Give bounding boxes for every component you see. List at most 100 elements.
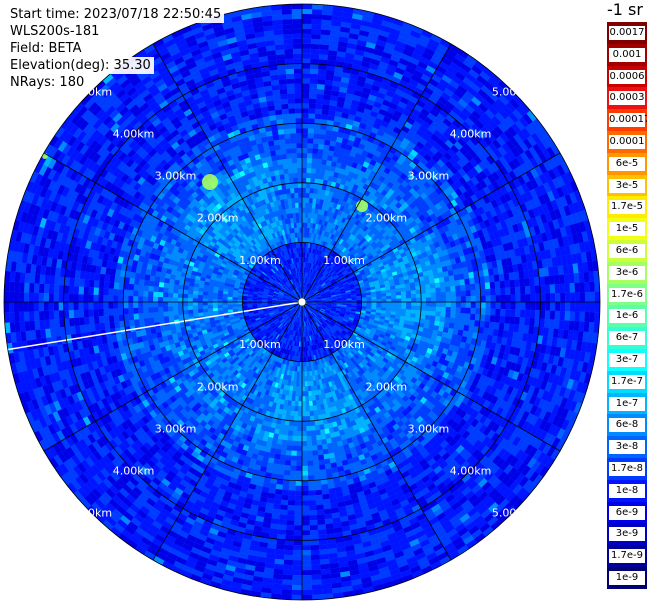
ppi-cell: [396, 295, 402, 299]
ppi-cell: [332, 318, 338, 322]
ppi-cell: [307, 310, 311, 315]
ppi-cell: [386, 295, 392, 300]
ppi-cell: [302, 401, 306, 407]
ppi-cell: [284, 327, 288, 333]
ppi-cell: [310, 306, 316, 309]
ppi-cell: [281, 279, 286, 285]
ppi-cell: [294, 192, 299, 198]
ppi-cell: [405, 286, 411, 292]
ppi-cell: [314, 282, 318, 287]
ppi-cell: [280, 267, 285, 273]
ppi-cell: [314, 290, 319, 294]
ppi-cell: [283, 343, 287, 349]
ppi-cell: [313, 339, 316, 345]
ppi-cell: [294, 320, 297, 326]
ppi-cell: [302, 172, 307, 178]
ppi-cell: [302, 207, 306, 213]
ppi-cell: [310, 307, 315, 311]
ppi-cell: [316, 297, 322, 299]
ppi-cell: [326, 273, 331, 278]
ppi-cell: [273, 433, 279, 439]
ppi-cell: [300, 306, 302, 312]
ppi-cell: [260, 316, 266, 321]
ppi-cell: [297, 282, 300, 288]
ppi-cell: [242, 297, 248, 301]
ppi-cell: [438, 272, 444, 278]
ppi-cell: [436, 297, 442, 302]
ppi-cell: [303, 311, 305, 317]
ppi-cell: [295, 305, 299, 310]
ppi-cell: [313, 259, 316, 265]
ppi-cell: [293, 283, 297, 289]
ppi-cell: [289, 420, 294, 426]
ppi-cell: [319, 273, 324, 279]
ppi-cell: [295, 305, 299, 310]
ppi-cell: [290, 308, 295, 312]
ppi-cell: [278, 307, 284, 310]
ppi-cell: [306, 310, 309, 316]
ppi-cell: [298, 292, 301, 298]
ppi-cell: [333, 285, 339, 289]
ppi-cell: [332, 282, 338, 286]
ppi-cell: [307, 309, 312, 315]
ppi-cell: [306, 272, 309, 278]
ppi-cell: [264, 288, 270, 292]
ppi-cell: [299, 306, 301, 312]
ppi-cell: [304, 287, 307, 293]
ppi-cell: [331, 298, 337, 300]
ppi-cell: [277, 276, 283, 281]
ppi-cell: [325, 291, 331, 295]
ppi-cell: [310, 340, 313, 346]
ppi-cell: [313, 415, 319, 421]
ppi-cell: [268, 279, 274, 284]
ppi-cell: [282, 163, 288, 170]
ppi-cell: [277, 284, 282, 289]
ppi-cell: [298, 396, 302, 402]
ppi-cell: [283, 314, 288, 319]
ppi-cell: [287, 264, 291, 270]
ppi-cell: [279, 174, 285, 180]
ppi-cell: [268, 292, 274, 295]
ppi-cell: [266, 266, 271, 271]
ppi-cell: [330, 291, 336, 294]
ppi-cell: [441, 297, 446, 302]
ppi-cell: [331, 334, 337, 339]
ppi-cell: [289, 286, 293, 291]
ppi-cell: [308, 290, 312, 295]
ppi-cell: [316, 303, 322, 305]
ppi-cell: [335, 321, 341, 326]
ppi-cell: [213, 289, 219, 294]
ppi-cell: [254, 314, 260, 318]
ppi-cell: [213, 310, 219, 315]
ppi-cell: [344, 314, 350, 318]
ppi-cell: [252, 295, 258, 298]
ppi-cell: [376, 307, 382, 311]
ppi-cell: [386, 292, 392, 297]
ppi-cell: [303, 311, 306, 317]
ppi-cell: [326, 297, 332, 300]
ppi-cell: [312, 274, 316, 280]
ppi-cell: [217, 304, 223, 308]
ppi-cell: [277, 264, 281, 270]
ppi-cell: [298, 187, 302, 193]
ppi-cell: [198, 312, 204, 317]
ppi-cell: [287, 198, 292, 204]
ppi-cell: [291, 290, 296, 295]
ppi-cell: [321, 330, 326, 335]
ppi-cell: [283, 308, 289, 311]
ppi-cell: [278, 308, 284, 311]
ppi-cell: [376, 304, 382, 308]
ppi-cell: [305, 288, 308, 293]
ppi-cell: [278, 275, 283, 280]
ppi-cell: [237, 304, 243, 307]
ppi-cell: [331, 296, 337, 298]
ppi-cell: [308, 315, 312, 320]
ppi-cell: [317, 255, 321, 261]
ppi-cell: [283, 429, 289, 436]
ppi-cell: [310, 183, 315, 189]
ppi-cell: [283, 277, 288, 283]
ppi-cell: [290, 319, 294, 325]
ppi-cell: [293, 310, 297, 315]
ppi-cell: [315, 328, 319, 334]
ppi-cell: [293, 330, 296, 336]
